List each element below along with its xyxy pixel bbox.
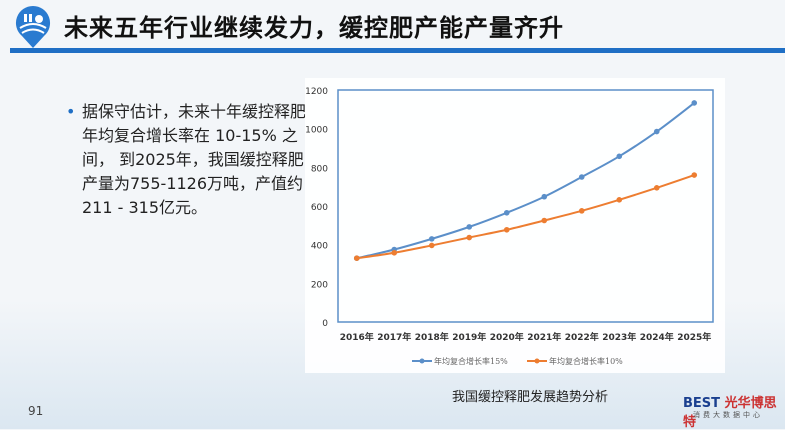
data-point bbox=[691, 172, 698, 178]
data-point bbox=[578, 208, 585, 214]
data-point bbox=[428, 242, 435, 249]
y-tick-label: 400 bbox=[311, 242, 328, 252]
y-tick-label: 1000 bbox=[305, 126, 328, 136]
page-number: 91 bbox=[28, 404, 44, 418]
x-tick-label: 2017年 bbox=[377, 331, 411, 343]
title-divider bbox=[10, 48, 785, 53]
x-tick-label: 2025年 bbox=[677, 331, 711, 343]
legend-label: 年均复合增长率15% bbox=[434, 356, 508, 366]
x-tick-label: 2019年 bbox=[452, 331, 486, 343]
y-tick-label: 800 bbox=[311, 164, 328, 174]
data-point bbox=[466, 234, 473, 241]
data-point bbox=[541, 193, 548, 200]
x-tick-label: 2024年 bbox=[640, 331, 674, 343]
x-tick-label: 2023年 bbox=[602, 331, 636, 343]
series-line-2 bbox=[356, 174, 695, 260]
bullet-text: 据保守估计，未来十年缓控释肥年均复合增长率在 10-15% 之间， 到2025年… bbox=[82, 102, 307, 217]
series-line-1 bbox=[356, 102, 695, 260]
data-point bbox=[578, 174, 585, 180]
plot-frame bbox=[337, 89, 714, 323]
page-title: 未来五年行业继续发力，缓控肥产能产量齐升 bbox=[64, 14, 564, 42]
x-tick-label: 2020年 bbox=[490, 331, 524, 343]
x-tick-label: 2021年 bbox=[527, 331, 561, 343]
data-point bbox=[391, 249, 398, 256]
data-point bbox=[428, 236, 435, 242]
x-tick-label: 2016年 bbox=[340, 331, 374, 343]
data-point bbox=[503, 209, 510, 216]
legend-marker bbox=[534, 358, 540, 364]
legend-label: 年均复合增长率10% bbox=[549, 356, 623, 366]
data-point bbox=[691, 100, 698, 106]
data-point bbox=[466, 224, 473, 230]
legend-marker bbox=[419, 358, 425, 364]
chart-panel bbox=[305, 78, 725, 373]
x-tick-label: 2022年 bbox=[565, 331, 599, 343]
y-tick-label: 1200 bbox=[305, 87, 328, 97]
data-point bbox=[616, 197, 623, 203]
data-point bbox=[353, 255, 360, 261]
data-point bbox=[503, 226, 510, 233]
brand-logo: BEST 光华博思特 bbox=[683, 396, 777, 430]
y-tick-label: 200 bbox=[311, 280, 328, 290]
brand-subtitle: 消费大数据中心 bbox=[693, 411, 763, 419]
y-tick-label: 0 bbox=[322, 319, 328, 329]
bullet-icon: • bbox=[66, 102, 76, 121]
data-point bbox=[616, 153, 623, 160]
logo-icon bbox=[15, 5, 51, 48]
data-point bbox=[653, 185, 660, 191]
data-point bbox=[541, 217, 548, 224]
y-tick-label: 600 bbox=[311, 203, 328, 213]
data-point bbox=[653, 128, 660, 135]
x-tick-label: 2018年 bbox=[415, 331, 449, 343]
bullet-point: • 据保守估计，未来十年缓控释肥年均复合增长率在 10-15% 之间， 到202… bbox=[66, 100, 306, 220]
chart-caption: 我国缓控释肥发展趋势分析 bbox=[452, 390, 609, 405]
